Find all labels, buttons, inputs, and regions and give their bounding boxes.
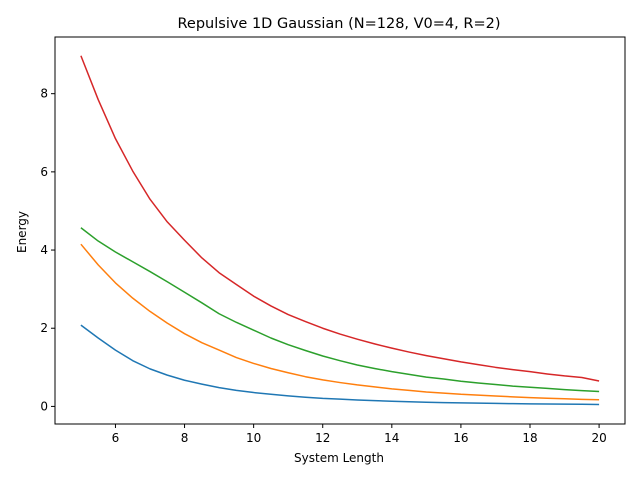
x-tick-label: 6 — [112, 431, 120, 445]
plot-area: 6 8 10 12 14 16 18 20 0 2 4 6 8 — [40, 36, 626, 445]
plot-frame — [54, 36, 626, 425]
y-axis-ticks: 0 2 4 6 8 — [40, 87, 55, 413]
series-line-3 — [80, 227, 600, 393]
x-tick-label: 10 — [246, 431, 261, 445]
series-layer — [80, 55, 600, 406]
chart-title: Repulsive 1D Gaussian (N=128, V0=4, R=2) — [178, 16, 501, 32]
y-axis-label: Energy — [15, 211, 29, 253]
y-tick-label: 2 — [40, 321, 48, 335]
x-axis-ticks: 6 8 10 12 14 16 18 20 — [112, 424, 607, 445]
series-line-4 — [80, 55, 600, 382]
x-tick-label: 16 — [453, 431, 468, 445]
x-tick-label: 12 — [315, 431, 330, 445]
y-tick-label: 0 — [40, 399, 48, 413]
x-tick-label: 20 — [591, 431, 606, 445]
x-tick-label: 18 — [522, 431, 537, 445]
y-tick-label: 6 — [40, 165, 48, 179]
y-tick-label: 4 — [40, 243, 48, 257]
x-tick-label: 14 — [384, 431, 399, 445]
series-line-1 — [80, 324, 600, 406]
x-axis-label: System Length — [294, 451, 384, 465]
x-tick-label: 8 — [181, 431, 189, 445]
series-line-2 — [80, 243, 600, 401]
y-tick-label: 8 — [40, 87, 48, 101]
